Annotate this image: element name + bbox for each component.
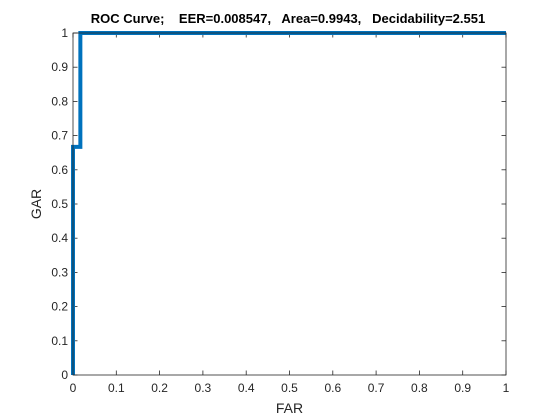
x-tick-label: 0 (70, 381, 77, 395)
chart-title: ROC Curve; EER=0.008547, Area=0.9943, De… (91, 11, 485, 26)
x-tick-label: 0.6 (324, 381, 341, 395)
x-tick-label: 0.3 (195, 381, 212, 395)
x-tick-label: 0.5 (281, 381, 298, 395)
x-axis-label: FAR (276, 400, 303, 416)
x-tick-label: 0.2 (151, 381, 168, 395)
y-tick-label: 0.3 (51, 265, 68, 279)
x-tick-label: 0.4 (238, 381, 255, 395)
x-tick-labels: 0 0.1 0.2 0.3 0.4 0.5 0.6 0.7 0.8 0.9 1 (70, 381, 510, 395)
x-tick-label: 1 (503, 381, 510, 395)
x-tick-label: 0.1 (108, 381, 125, 395)
plot-frame (72, 32, 507, 376)
x-tick-label: 0.9 (454, 381, 471, 395)
x-tick-label: 0.7 (368, 381, 385, 395)
y-tick-label: 0.4 (51, 231, 68, 245)
x-tick-label: 0.8 (411, 381, 428, 395)
y-tick-label: 0.6 (51, 163, 68, 177)
y-tick-label: 0.5 (51, 197, 68, 211)
y-tick-labels: 0 0.1 0.2 0.3 0.4 0.5 0.6 0.7 0.8 0.9 1 (51, 26, 68, 382)
y-tick-label: 1 (61, 26, 68, 40)
plot-area (73, 33, 506, 375)
y-tick-label: 0.7 (51, 129, 68, 143)
y-axis-label: GAR (28, 189, 44, 219)
y-tick-label: 0.2 (51, 300, 68, 314)
y-tick-label: 0.9 (51, 60, 68, 74)
y-tick-label: 0 (61, 368, 68, 382)
y-tick-label: 0.8 (51, 94, 68, 108)
y-tick-label: 0.1 (51, 334, 68, 348)
